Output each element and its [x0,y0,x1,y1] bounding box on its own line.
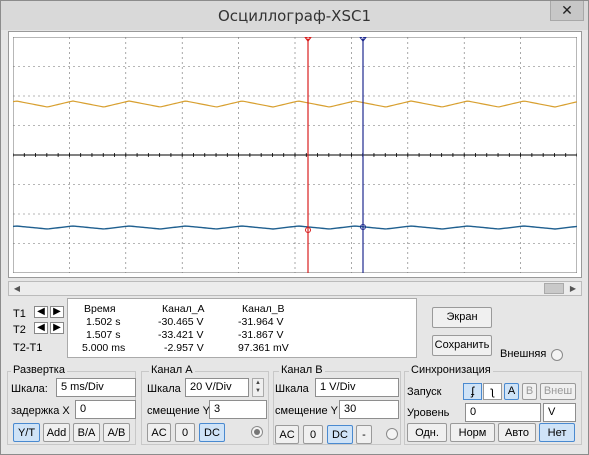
trigger-level-label: Уровень [407,407,450,419]
channel-b-group [273,371,401,445]
trigger-external-button[interactable]: Внеш [540,383,576,400]
channel-b-ac-button[interactable]: AC [275,425,299,444]
channel-a-scale-field[interactable]: 20 V/Div [185,378,249,397]
scroll-left-icon[interactable]: ◀ [13,284,21,293]
cursor-2-marker [360,224,366,230]
mode-ab-button[interactable]: A/B [103,423,130,442]
cursor-2-label: 2 [361,37,365,41]
measurement-table: Время Канал_A Канал_B 1.502 s -30.465 V … [67,298,417,358]
trigger-single-button[interactable]: Одн. [407,423,447,442]
channel-b-offset-label: смещение Y [275,405,338,417]
channel-a-group [141,371,269,445]
t2-left-arrow-icon[interactable]: ◀ [34,322,48,334]
rising-edge-button[interactable]: ʄ [463,383,482,400]
save-button[interactable]: Сохранить [432,335,492,356]
timebase-delay-field[interactable]: 0 [75,400,136,419]
channel-a-zero-button[interactable]: 0 [175,423,195,442]
channel-b-zero-button[interactable]: 0 [303,425,323,444]
dt-time: 5.000 ms [82,341,126,354]
channel-b-dc-button[interactable]: DC [327,425,353,444]
trigger-source-b-button[interactable]: B [522,383,537,400]
cursor-1-label: 1 [306,37,310,41]
t1-right-arrow-icon[interactable]: ▶ [50,306,64,318]
t1-left-arrow-icon[interactable]: ◀ [34,306,48,318]
cursor-1-marker [305,227,311,233]
channel-a-scale-label: Шкала [147,383,181,395]
measurement-row-t1: 1.502 s -30.465 V -31.964 V [70,315,328,328]
header-time: Время [84,302,116,315]
channel-a-ac-button[interactable]: AC [147,423,171,442]
cursor-2-handle [359,37,367,42]
t1-time: 1.502 s [86,315,121,328]
trigger-title: Синхронизация [409,364,493,376]
external-label: Внешняя [500,348,547,360]
channel-b-scale-field[interactable]: 1 V/Div [315,378,399,397]
measurement-row-delta: 5.000 ms -2.957 V 97.361 mV [70,341,328,354]
t2-time: 1.507 s [86,328,121,341]
channel-b-scale-label: Шкала [275,383,309,395]
t2-right-arrow-icon[interactable]: ▶ [50,322,64,334]
trigger-edge-label: Запуск [407,386,442,398]
trigger-normal-button[interactable]: Норм [450,423,495,442]
channel-a-scale-spinner[interactable]: ▲ ▼ [252,378,264,397]
dt-channel-b: 97.361 mV [238,341,289,354]
t2-channel-b: -31.867 V [238,328,284,341]
channel-b-radio[interactable] [386,428,398,440]
screen-button[interactable]: Экран [432,307,492,328]
title-bar[interactable]: Осциллограф-XSC1 ✕ [1,1,588,30]
channel-b-invert-button[interactable]: - [356,425,372,444]
spin-down-icon[interactable]: ▼ [255,388,261,394]
channel-a-offset-field[interactable]: 3 [209,400,267,419]
trigger-none-button[interactable]: Нет [539,423,575,442]
window-title: Осциллограф-XSC1 [217,7,371,25]
cursor-1-handle [304,37,312,42]
channel-b-offset-field[interactable]: 30 [339,400,399,419]
header-channel-b: Канал_B [242,302,285,315]
scroll-thumb[interactable] [544,283,564,294]
cursor-dt-label: T2-T1 [13,342,43,354]
trigger-source-a-button[interactable]: A [504,383,519,400]
t2-channel-a: -33.421 V [158,328,204,341]
scroll-right-icon[interactable]: ▶ [569,284,577,293]
channel-a-offset-label: смещение Y [147,405,210,417]
dt-channel-a: -2.957 V [164,341,204,354]
timebase-title: Развертка [11,364,67,376]
spin-up-icon[interactable]: ▲ [255,380,261,386]
t1-channel-b: -31.964 V [238,315,284,328]
trigger-level-unit[interactable]: V [543,403,576,422]
channel-b-title: Канал B [279,364,325,376]
trigger-auto-button[interactable]: Авто [498,423,536,442]
channel-a-radio[interactable] [251,426,263,438]
trigger-group [404,371,582,445]
header-channel-a: Канал_A [162,302,205,315]
t1-channel-a: -30.465 V [158,315,204,328]
mode-add-button[interactable]: Add [43,423,70,442]
measurement-header-row: Время Канал_A Канал_B [70,302,328,315]
timebase-scale-label: Шкала: [11,383,48,395]
trigger-level-field[interactable]: 0 [465,403,541,422]
close-button[interactable]: ✕ [550,1,584,21]
horizontal-scrollbar[interactable]: ◀ ▶ [8,281,582,296]
channel-a-dc-button[interactable]: DC [199,423,225,442]
channel-a-trace [13,100,577,108]
cursor-t2-label: T2 [13,324,26,336]
timebase-delay-label: задержка X [11,405,70,417]
channel-b-trace [13,225,577,230]
measurement-row-t2: 1.507 s -33.421 V -31.867 V [70,328,328,341]
falling-edge-button[interactable]: ʅ [483,383,502,400]
mode-yt-button[interactable]: Y/T [13,423,40,442]
mode-ba-button[interactable]: B/A [73,423,100,442]
timebase-scale-field[interactable]: 5 ms/Div [56,378,136,397]
cursor-t1-label: T1 [13,308,26,320]
external-radio[interactable] [551,349,563,361]
channel-a-title: Канал A [149,364,195,376]
